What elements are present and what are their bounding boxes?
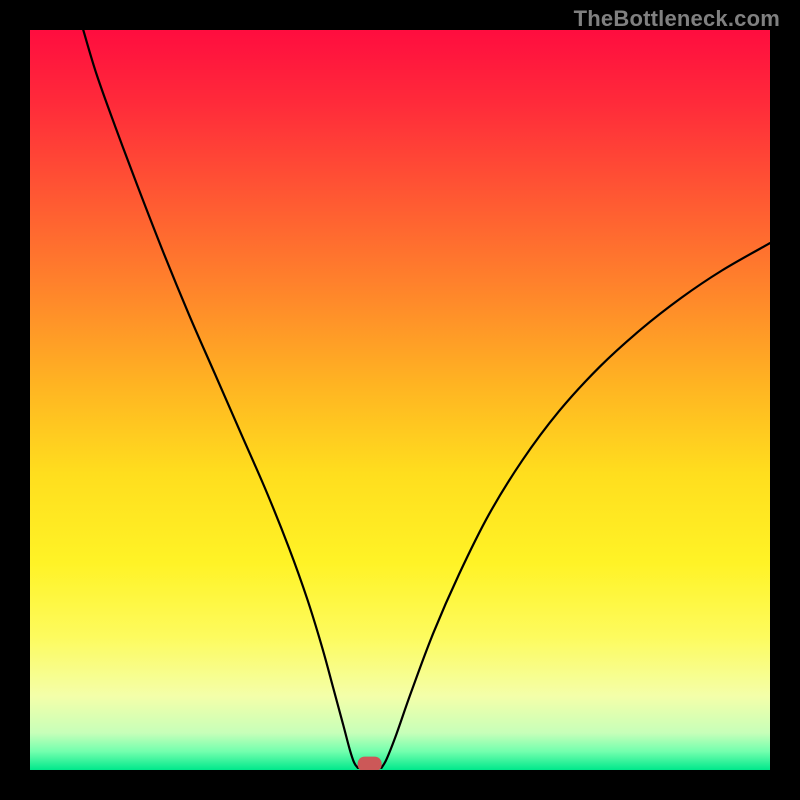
optimum-marker [358, 757, 382, 770]
bottleneck-curve [30, 30, 770, 770]
watermark-text: TheBottleneck.com [574, 6, 780, 32]
plot-area [30, 30, 770, 770]
curve-right-branch [382, 243, 771, 768]
curve-left-branch [83, 30, 358, 768]
